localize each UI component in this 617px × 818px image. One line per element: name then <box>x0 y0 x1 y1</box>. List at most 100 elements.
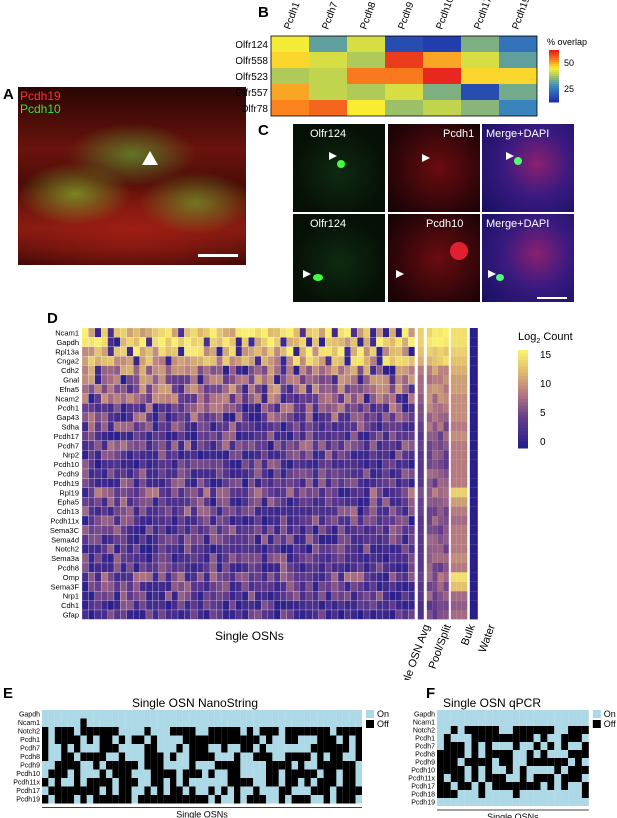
heatmap-cell <box>344 591 351 601</box>
binary-cell <box>112 752 119 761</box>
binary-cell <box>221 710 228 719</box>
heatmap-cell <box>171 327 179 338</box>
heatmap-cell <box>325 374 332 385</box>
heatmap-cell <box>248 403 255 413</box>
heatmap-cell <box>337 534 345 545</box>
binary-cell <box>492 718 500 726</box>
heatmap-cell <box>267 384 275 394</box>
heatmap-cell <box>216 365 223 376</box>
heatmap-cell <box>293 497 300 507</box>
heatmap-cell <box>94 346 102 357</box>
heatmap-cell <box>248 412 255 423</box>
heatmap-cell <box>254 600 262 611</box>
arrowhead-icon <box>506 152 514 160</box>
heatmap-cell <box>241 525 249 535</box>
pool-cell <box>437 534 444 545</box>
heatmap-cell <box>222 346 230 357</box>
heatmap-cell <box>145 459 153 470</box>
binary-cell <box>285 752 292 761</box>
heatmap-cell <box>382 384 390 394</box>
heatmap-cell <box>305 450 313 460</box>
heatmap-cell <box>401 515 409 526</box>
heatmap-cell <box>107 327 115 338</box>
binary-cell <box>48 744 55 753</box>
heatmap-cell <box>293 468 300 479</box>
heatmap-cell <box>401 525 409 535</box>
heatmap-cell <box>248 393 255 404</box>
colorbar-segment <box>549 80 559 83</box>
heatmap-cell <box>337 356 345 366</box>
pool-cell <box>437 516 444 526</box>
heatmap-cell <box>369 393 377 404</box>
heatmap-cell <box>209 581 217 592</box>
heatmap-cell <box>171 450 179 460</box>
heatmap-cell <box>88 515 95 526</box>
heatmap-cell <box>286 572 294 582</box>
legend-swatch-on <box>366 710 374 718</box>
heatmap-cell <box>120 365 127 376</box>
heatmap-cell <box>165 327 172 338</box>
binary-cell <box>86 744 94 753</box>
heatmap-cell <box>120 459 127 470</box>
heatmap-cell <box>350 591 358 601</box>
pool-cell <box>443 403 449 413</box>
heatmap-cell <box>197 365 204 376</box>
heatmap-cell <box>293 327 300 338</box>
heatmap-cell <box>177 421 185 432</box>
heatmap-cell <box>158 562 166 573</box>
colorbar-segment <box>518 402 528 407</box>
binary-cell <box>457 734 465 742</box>
pool-cell <box>443 393 449 404</box>
binary-cell <box>342 778 350 787</box>
binary-cell <box>512 726 520 734</box>
heatmap-cell <box>126 384 134 394</box>
heatmap-cell <box>152 412 159 423</box>
heatmap-cell <box>94 327 102 338</box>
binary-cell <box>278 718 286 727</box>
heatmap-cell <box>261 365 268 376</box>
heatmap-cell <box>312 403 319 413</box>
binary-cell <box>227 727 234 736</box>
heatmap-cell <box>113 534 121 545</box>
heatmap-cell <box>203 384 211 394</box>
bulk-cell <box>450 459 457 469</box>
binary-cell <box>74 769 81 778</box>
binary-cell <box>581 798 589 806</box>
heatmap-cell <box>350 327 358 338</box>
heatmap-cell <box>235 337 243 347</box>
heatmap-cell <box>363 356 371 366</box>
binary-cell <box>208 744 215 753</box>
pool-cell <box>443 563 449 573</box>
bulk-cell <box>456 610 462 620</box>
heatmap-cell <box>165 431 172 441</box>
pool-cell <box>443 534 449 545</box>
heatmap-cell <box>273 393 281 404</box>
pool-cell <box>437 506 444 516</box>
binary-cell <box>304 795 311 804</box>
binary-cell <box>272 761 279 770</box>
heatmap-cell <box>229 553 236 564</box>
binary-cell <box>272 769 279 778</box>
heatmap-cell <box>222 572 230 582</box>
heatmap-cell <box>158 487 166 498</box>
binary-cell <box>355 778 362 787</box>
binary-cell <box>291 769 298 778</box>
binary-cell <box>246 718 254 727</box>
heatmap-cell <box>337 487 345 498</box>
heatmap-cell <box>382 327 390 338</box>
binary-cell <box>112 735 119 744</box>
heatmap-cell <box>267 412 275 423</box>
heatmap-cell <box>107 356 115 366</box>
binary-cell <box>202 718 209 727</box>
binary-cell <box>457 774 465 782</box>
arrowhead-icon <box>142 151 158 165</box>
heatmap-cell <box>350 356 358 366</box>
heatmap-cell <box>261 450 268 460</box>
heatmap-cell <box>344 403 351 413</box>
heatmap-cell <box>376 487 383 498</box>
binary-cell <box>240 752 247 761</box>
heatmap-cell <box>177 525 185 535</box>
colorbar-segment <box>549 94 559 97</box>
binary-cell <box>202 778 209 787</box>
binary-cell <box>285 761 292 770</box>
